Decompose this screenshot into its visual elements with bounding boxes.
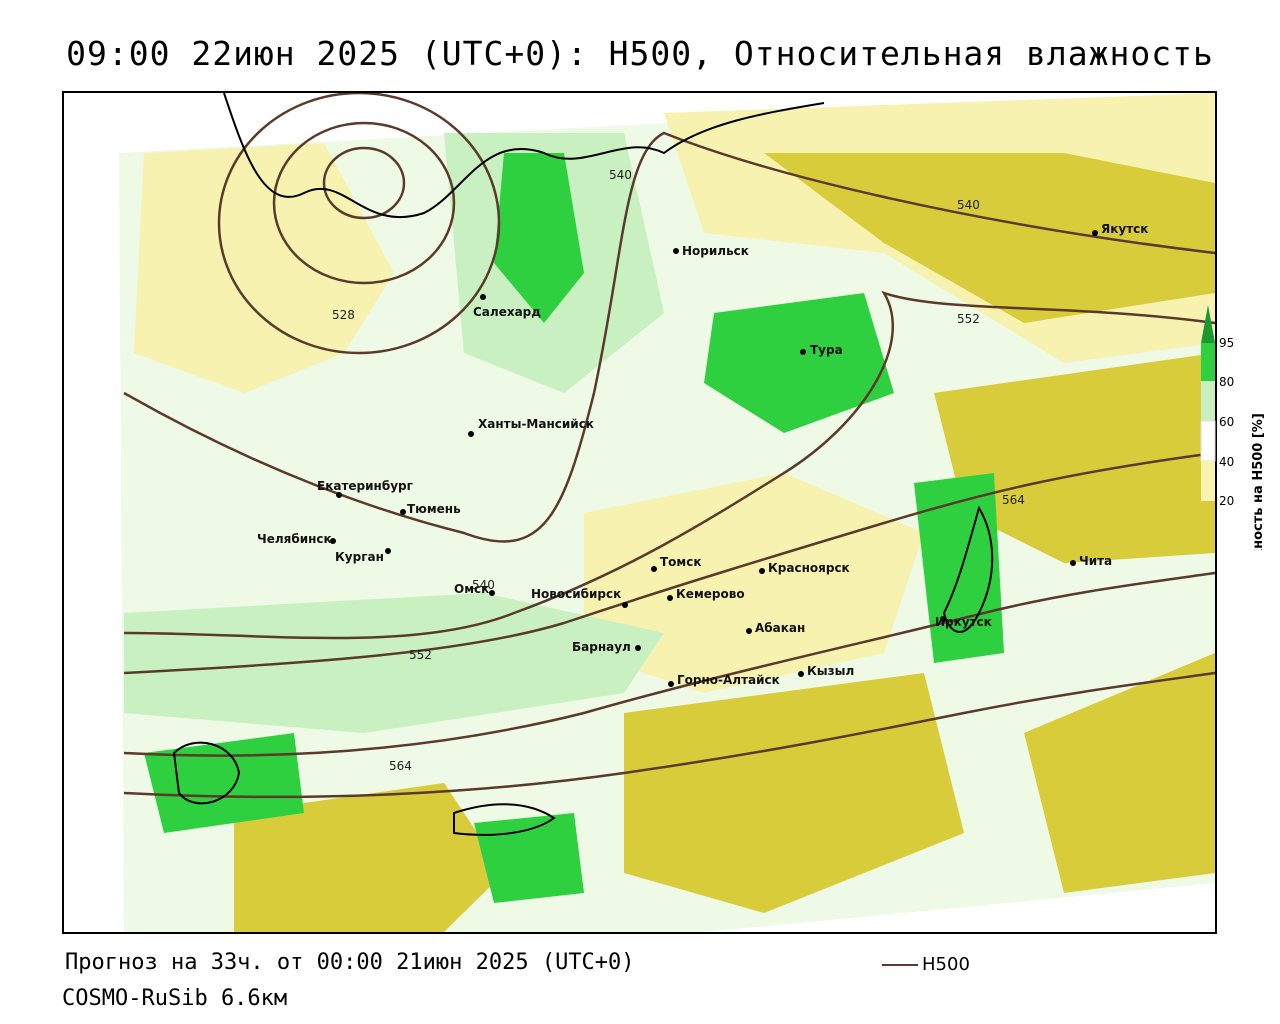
- very-dry-region-southeast: [1024, 653, 1215, 893]
- colorbar-bin-20-40: [1201, 461, 1215, 501]
- city-kurgan: Курган: [335, 548, 391, 564]
- colorbar-bottom-arrow: [1201, 501, 1215, 540]
- svg-text:Чита: Чита: [1079, 554, 1112, 568]
- city-chelyabinsk: Челябинск: [257, 532, 336, 546]
- svg-text:Барнаул: Барнаул: [572, 640, 631, 654]
- city-tura: Тура: [800, 343, 843, 357]
- city-yekaterinburg: Екатеринбург: [317, 479, 413, 498]
- svg-text:Горно-Алтайск: Горно-Алтайск: [677, 673, 780, 687]
- svg-text:Тура: Тура: [810, 343, 843, 357]
- contour-label: 540: [609, 168, 632, 182]
- contour-label: 552: [409, 648, 432, 662]
- wet-region-south: [474, 813, 584, 903]
- map-title: 09:00 22июн 2025 (UTC+0): H500, Относите…: [66, 34, 1214, 73]
- contour-label: 540: [472, 578, 495, 592]
- coastlines: [172, 93, 994, 836]
- svg-text:Якутск: Якутск: [1101, 222, 1148, 236]
- city-kyzyl: Кызыл: [798, 664, 854, 678]
- svg-text:Екатеринбург: Екатеринбург: [317, 479, 413, 493]
- h500-contour-552b: [123, 451, 1215, 675]
- city-tyumen: Тюмень: [400, 502, 461, 516]
- wet-region-west: [144, 733, 304, 833]
- svg-text:Тюмень: Тюмень: [407, 502, 461, 516]
- colorbar-bin-60-80: [1201, 381, 1215, 421]
- colorbar-bin-40-60: [1200, 420, 1216, 462]
- h500-low-center: [322, 146, 406, 220]
- h500-contour-564: [123, 571, 1215, 757]
- city-tomsk: Томск: [651, 555, 702, 572]
- city-barnaul: Барнаул: [572, 640, 641, 654]
- moist-band-west: [124, 593, 664, 733]
- black-sea-crimea: [172, 741, 241, 805]
- city-salekhard: Салехард: [473, 294, 541, 319]
- city-khanty-mansiysk: Ханты-Мансийск: [468, 417, 594, 437]
- city-norilsk: Норильск: [673, 244, 749, 258]
- city-kemerovo: Кемерово: [667, 587, 745, 601]
- svg-text:Ханты-Мансийск: Ханты-Мансийск: [478, 417, 594, 431]
- colorbar-bin-80-95: [1201, 343, 1215, 381]
- contour-label: 564: [1002, 493, 1025, 507]
- very-dry-region-east: [934, 353, 1215, 563]
- h500-line-swatch: [882, 964, 918, 966]
- svg-text:Иркутск: Иркутск: [935, 615, 992, 629]
- h500-line-legend: H500: [882, 954, 970, 975]
- colorbar-tick: 40: [1219, 455, 1234, 469]
- wet-region-salekhard: [494, 153, 584, 323]
- colorbar-label: Влажность на H500 [%]: [1251, 413, 1266, 550]
- city-omsk: Омск: [454, 582, 495, 596]
- svg-text:Красноярск: Красноярск: [768, 561, 850, 575]
- city-novosibirsk: Новосибирск: [531, 587, 628, 608]
- svg-text:Абакан: Абакан: [755, 621, 805, 635]
- svg-text:Челябинск: Челябинск: [257, 532, 332, 546]
- contour-label: 564: [389, 759, 412, 773]
- model-name: COSMO-RuSib 6.6км: [62, 986, 288, 1011]
- city-gorno-altaysk: Горно-Алтайск: [668, 673, 780, 687]
- h500-line-label: H500: [922, 954, 970, 975]
- wet-region-baikal: [914, 473, 1004, 663]
- h500-contour-552: [123, 290, 1215, 640]
- arctic-coast: [223, 93, 825, 219]
- baikal-outline: [942, 505, 994, 633]
- svg-text:Новосибирск: Новосибирск: [531, 587, 621, 601]
- city-irkutsk: Иркутск: [935, 615, 992, 629]
- svg-text:Кемерово: Кемерово: [676, 587, 745, 601]
- h500-low-ring-2: [272, 121, 456, 285]
- svg-text:Курган: Курган: [335, 550, 384, 564]
- city-krasnoyarsk: Красноярск: [759, 561, 850, 575]
- contour-label: 540: [957, 198, 980, 212]
- humidity-colorbar: 95 80 60 40 20 Влажность на H500 [%]: [1200, 300, 1270, 590]
- colorbar-tick: 20: [1219, 494, 1234, 508]
- svg-text:Норильск: Норильск: [682, 244, 749, 258]
- svg-text:Кызыл: Кызыл: [807, 664, 854, 678]
- dry-region-northwest: [134, 143, 394, 393]
- colorbar-tick: 60: [1219, 415, 1234, 429]
- h500-low-ring-3: [217, 93, 501, 355]
- forecast-map: 528 540 540 540 552 552 564 564 Салехард…: [62, 91, 1217, 934]
- colorbar-tick: 95: [1219, 336, 1234, 350]
- colorbar-tick: 80: [1219, 375, 1234, 389]
- dry-region-center: [584, 473, 924, 693]
- city-abakan: Абакан: [746, 621, 805, 635]
- h500-contour-540: [123, 131, 1215, 543]
- caspian-coast: [453, 803, 556, 836]
- contour-label: 552: [957, 312, 980, 326]
- city-chita: Чита: [1070, 554, 1112, 568]
- contour-label: 528: [332, 308, 355, 322]
- h500-contours: [123, 93, 1215, 799]
- very-dry-region-southcenter: [624, 673, 964, 913]
- wet-region-tura: [704, 293, 894, 433]
- svg-text:Омск: Омск: [454, 582, 489, 596]
- h500-contour-564b: [123, 671, 1215, 799]
- city-markers: Салехард Норильск Якутск Тура Ханты-Манс…: [257, 222, 1148, 687]
- city-yakutsk: Якутск: [1092, 222, 1148, 236]
- colorbar-top-arrow: [1201, 305, 1215, 343]
- svg-text:Томск: Томск: [660, 555, 702, 569]
- map-canvas: 528 540 540 540 552 552 564 564 Салехард…: [119, 93, 1215, 932]
- very-dry-region-southwest: [234, 783, 504, 932]
- contour-labels: 528 540 540 540 552 552 564 564: [332, 168, 1025, 773]
- forecast-info: Прогноз на 33ч. от 00:00 21июн 2025 (UTC…: [65, 950, 635, 975]
- svg-text:Салехард: Салехард: [473, 305, 541, 319]
